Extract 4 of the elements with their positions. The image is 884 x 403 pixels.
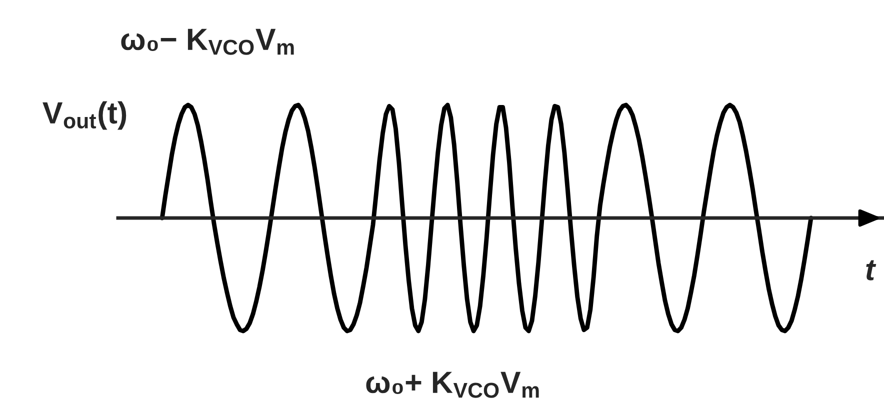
x-axis-title: t: [866, 260, 876, 280]
text: ω₀+ K$_{VCO}$V$_{m}$: [366, 372, 539, 398]
text: ω₀− K$_{VCO}$V$_{m}$: [121, 28, 294, 55]
y-axis-title: V$_{out}$(t): [42, 101, 126, 130]
